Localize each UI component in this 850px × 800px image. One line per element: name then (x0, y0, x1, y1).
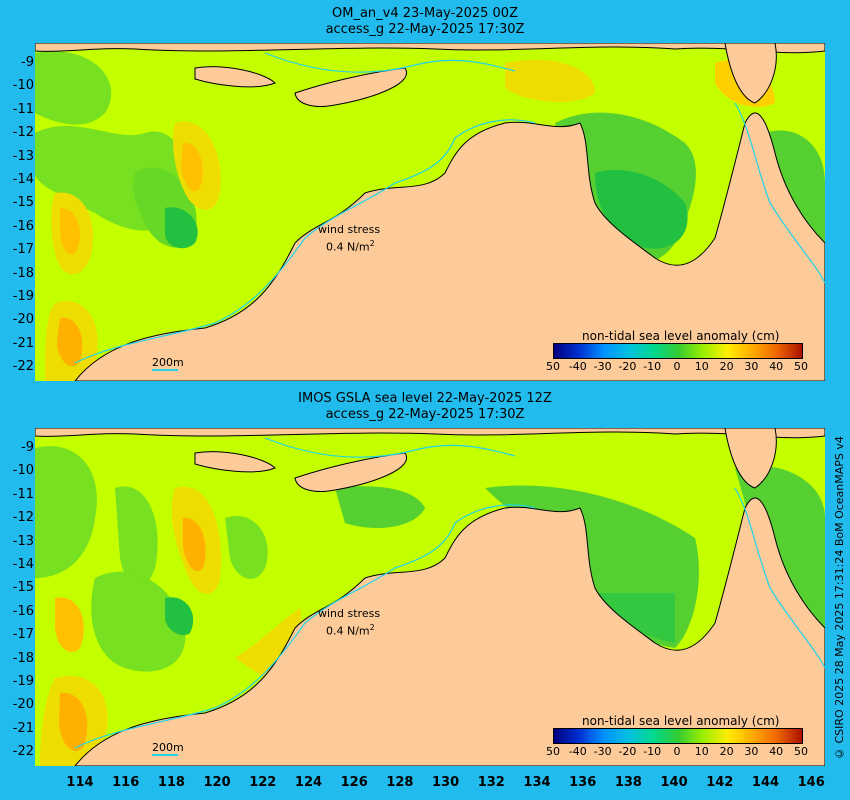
top-lat-label: -15 (12, 195, 34, 211)
top-lat-label: -17 (12, 242, 34, 258)
bottom-map-panel (35, 428, 825, 766)
bottom-colorbar-tick: 0 (673, 745, 681, 758)
top-colorbar-tick: 0 (673, 360, 681, 373)
bottom-colorbar-title: non-tidal sea level anomaly (cm) (582, 714, 780, 728)
lon-label: 114 (66, 775, 94, 790)
bottom-lat-label: -10 (12, 463, 34, 479)
bottom-depth-scale-line (152, 754, 178, 756)
lon-label: 146 (797, 775, 825, 790)
lon-label: 130 (432, 775, 460, 790)
bottom-lat-label: -15 (12, 580, 34, 596)
top-depth-scale-line (152, 369, 178, 371)
top-map-svg (35, 43, 825, 381)
lon-label: 122 (249, 775, 277, 790)
bottom-colorbar-tick: -10 (643, 745, 662, 758)
top-lat-label: -10 (12, 78, 34, 94)
lon-label: 118 (157, 775, 185, 790)
bottom-lat-label: -16 (12, 603, 34, 619)
bottom-colorbar-tick: -30 (593, 745, 612, 758)
lon-label: 128 (386, 775, 414, 790)
bottom-lat-label: -17 (12, 627, 34, 643)
top-lat-label: -20 (12, 312, 34, 328)
top-lat-label: -13 (12, 148, 34, 164)
top-colorbar-tick: -30 (593, 360, 612, 373)
lon-label: 134 (523, 775, 551, 790)
bottom-lat-label: -11 (12, 486, 34, 502)
bottom-colorbar (553, 728, 803, 744)
top-colorbar-title: non-tidal sea level anomaly (cm) (582, 329, 780, 343)
top-colorbar-tick: 30 (744, 360, 759, 373)
lon-label: 140 (660, 775, 688, 790)
bottom-lat-label: -22 (12, 744, 34, 760)
top-lat-label: -12 (12, 125, 34, 141)
bottom-colorbar-tick: 30 (744, 745, 759, 758)
top-colorbar-tick: 10 (694, 360, 709, 373)
top-colorbar (553, 343, 803, 359)
lon-label: 144 (751, 775, 780, 790)
top-panel-subtitle: access_g 22-May-2025 17:30Z (325, 22, 525, 37)
top-colorbar-tick: -20 (618, 360, 637, 373)
top-lat-label: -22 (12, 359, 34, 375)
bottom-wind-stress-value: 0.4 N/m2 (326, 623, 375, 638)
lon-label: 136 (569, 775, 597, 790)
top-map-panel (35, 43, 825, 381)
top-lat-label: -18 (12, 265, 34, 281)
bottom-lat-label: -14 (12, 557, 34, 572)
bottom-lat-label: -21 (12, 720, 34, 736)
top-wind-stress-value: 0.4 N/m2 (326, 239, 375, 254)
top-colorbar-tick: 40 (769, 360, 784, 373)
credit-text: © CSIRO 2025 28 May 2025 17:31:24 BoM Oc… (833, 436, 846, 760)
bottom-lat-label: -9 (21, 440, 34, 455)
lon-label: 138 (614, 775, 642, 790)
top-depth-scale-label: 200m (152, 356, 184, 369)
lon-label: 142 (706, 775, 734, 790)
top-lat-label: -11 (12, 101, 34, 117)
top-lat-label: -21 (12, 335, 34, 351)
lon-label: 120 (203, 775, 231, 790)
bottom-colorbar-tick: 50 (546, 745, 560, 758)
bottom-lat-label: -20 (12, 697, 34, 713)
bottom-colorbar-tick: 40 (769, 745, 784, 758)
lon-label: 124 (294, 775, 323, 790)
bottom-colorbar-tick: 10 (694, 745, 709, 758)
top-lat-label: -14 (12, 172, 34, 187)
top-colorbar-tick: 20 (719, 360, 734, 373)
top-colorbar-tick: 50 (794, 360, 808, 373)
bottom-colorbar-tick: 20 (719, 745, 734, 758)
top-colorbar-tick: -10 (643, 360, 662, 373)
bottom-colorbar-tick: -40 (568, 745, 587, 758)
bottom-map-svg (35, 428, 825, 766)
bottom-lat-label: -19 (12, 674, 34, 689)
top-lat-label: -16 (12, 218, 34, 234)
bottom-wind-stress-label: wind stress (318, 607, 381, 620)
bottom-panel-title: IMOS GSLA sea level 22-May-2025 12Z (298, 391, 552, 406)
bottom-depth-scale-label: 200m (152, 741, 184, 754)
top-colorbar-tick: 50 (546, 360, 560, 373)
bottom-colorbar-tick: -20 (618, 745, 637, 758)
bottom-lat-label: -18 (12, 650, 34, 666)
lon-label: 132 (477, 775, 505, 790)
top-colorbar-tick: -40 (568, 360, 587, 373)
bottom-lat-label: -13 (12, 533, 34, 549)
top-lat-label: -19 (12, 289, 34, 304)
bottom-lat-label: -12 (12, 510, 34, 526)
lon-label: 126 (340, 775, 368, 790)
top-wind-stress-label: wind stress (318, 223, 381, 236)
bottom-colorbar-tick: 50 (794, 745, 808, 758)
top-lat-label: -9 (21, 55, 34, 70)
lon-label: 116 (112, 775, 140, 790)
bottom-panel-subtitle: access_g 22-May-2025 17:30Z (325, 407, 525, 422)
top-panel-title: OM_an_v4 23-May-2025 00Z (332, 6, 518, 21)
